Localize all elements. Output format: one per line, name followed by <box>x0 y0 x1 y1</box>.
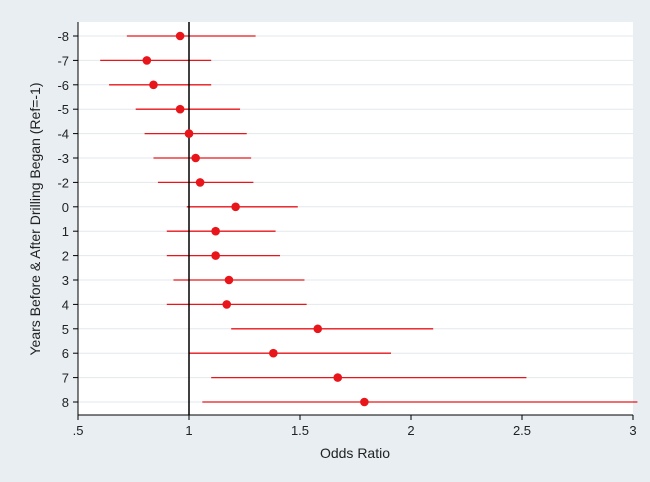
y-tick-label: 0 <box>62 200 69 215</box>
y-tick-label: 7 <box>62 371 69 386</box>
estimate-point <box>224 275 234 285</box>
estimate-point <box>191 153 200 163</box>
y-tick-label: -3 <box>57 151 69 166</box>
estimate-point <box>269 348 278 358</box>
y-tick-label: 6 <box>62 346 69 361</box>
y-tick-label: -6 <box>57 78 69 93</box>
y-tick-label: 8 <box>62 395 69 410</box>
estimate-point <box>211 251 220 260</box>
x-tick-label: 1 <box>185 423 192 438</box>
estimate-point <box>313 324 323 334</box>
y-tick-label: 1 <box>62 224 69 239</box>
y-tick-label: -7 <box>57 53 69 68</box>
y-tick-label: -5 <box>57 102 69 117</box>
x-axis-label: Odds Ratio <box>320 445 390 461</box>
y-tick-label: -8 <box>57 29 69 44</box>
plot-area <box>78 22 633 415</box>
estimate-point <box>231 202 240 212</box>
x-tick-label: 2 <box>407 423 414 438</box>
y-tick-label: 4 <box>62 297 69 312</box>
estimate-point <box>360 397 369 407</box>
x-tick-label: .5 <box>73 423 84 438</box>
estimate-point <box>149 80 158 90</box>
estimate-point <box>211 226 220 236</box>
point-layer <box>142 31 369 407</box>
x-tick-label: 1.5 <box>291 423 309 438</box>
y-tick-label: -4 <box>57 127 69 142</box>
estimate-point <box>222 300 232 309</box>
x-tick-label: 3 <box>629 423 636 438</box>
estimate-point <box>142 56 152 65</box>
y-tick-label: 2 <box>62 249 69 264</box>
y-tick-label: 5 <box>62 322 69 337</box>
estimate-point <box>333 373 343 382</box>
estimate-point <box>175 104 185 114</box>
axis-layer: -8 -7 -6 -5 -4 -3 -2 0 1 2 3 4 5 6 7 8 .5 1 1.5 2 2.5 3 <box>57 22 637 438</box>
y-tick-label: -2 <box>57 175 69 190</box>
x-tick-label: 2.5 <box>513 423 531 438</box>
ci-layer <box>100 35 638 403</box>
estimate-point <box>195 178 205 187</box>
y-axis-label: Years Before & After Drilling Began (Ref… <box>27 82 43 355</box>
estimate-point <box>184 129 194 138</box>
y-tick-label: 3 <box>62 273 69 288</box>
estimate-point <box>175 31 185 41</box>
